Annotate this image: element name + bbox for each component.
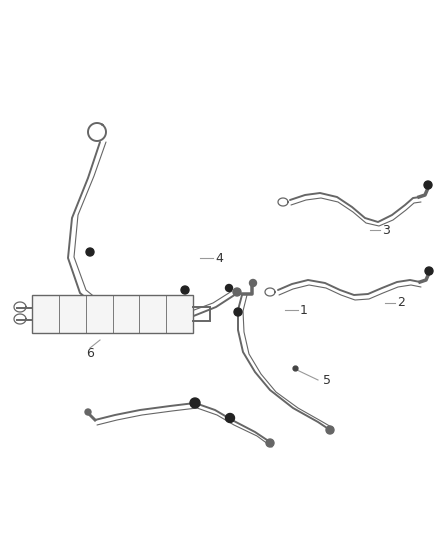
Text: 6: 6 <box>86 347 94 360</box>
Bar <box>32 295 193 333</box>
Circle shape <box>85 409 91 415</box>
Text: 4: 4 <box>215 252 223 264</box>
Circle shape <box>234 308 242 316</box>
Text: 3: 3 <box>382 223 390 237</box>
Text: 2: 2 <box>397 296 405 310</box>
Circle shape <box>250 279 257 287</box>
Circle shape <box>424 181 432 189</box>
Circle shape <box>226 285 233 292</box>
Text: 1: 1 <box>300 303 308 317</box>
Circle shape <box>86 248 94 256</box>
Text: 5: 5 <box>323 374 331 386</box>
Circle shape <box>233 288 241 296</box>
Circle shape <box>425 267 433 275</box>
Circle shape <box>181 286 189 294</box>
Circle shape <box>226 414 234 423</box>
Circle shape <box>266 439 274 447</box>
Circle shape <box>190 398 200 408</box>
Circle shape <box>326 426 334 434</box>
